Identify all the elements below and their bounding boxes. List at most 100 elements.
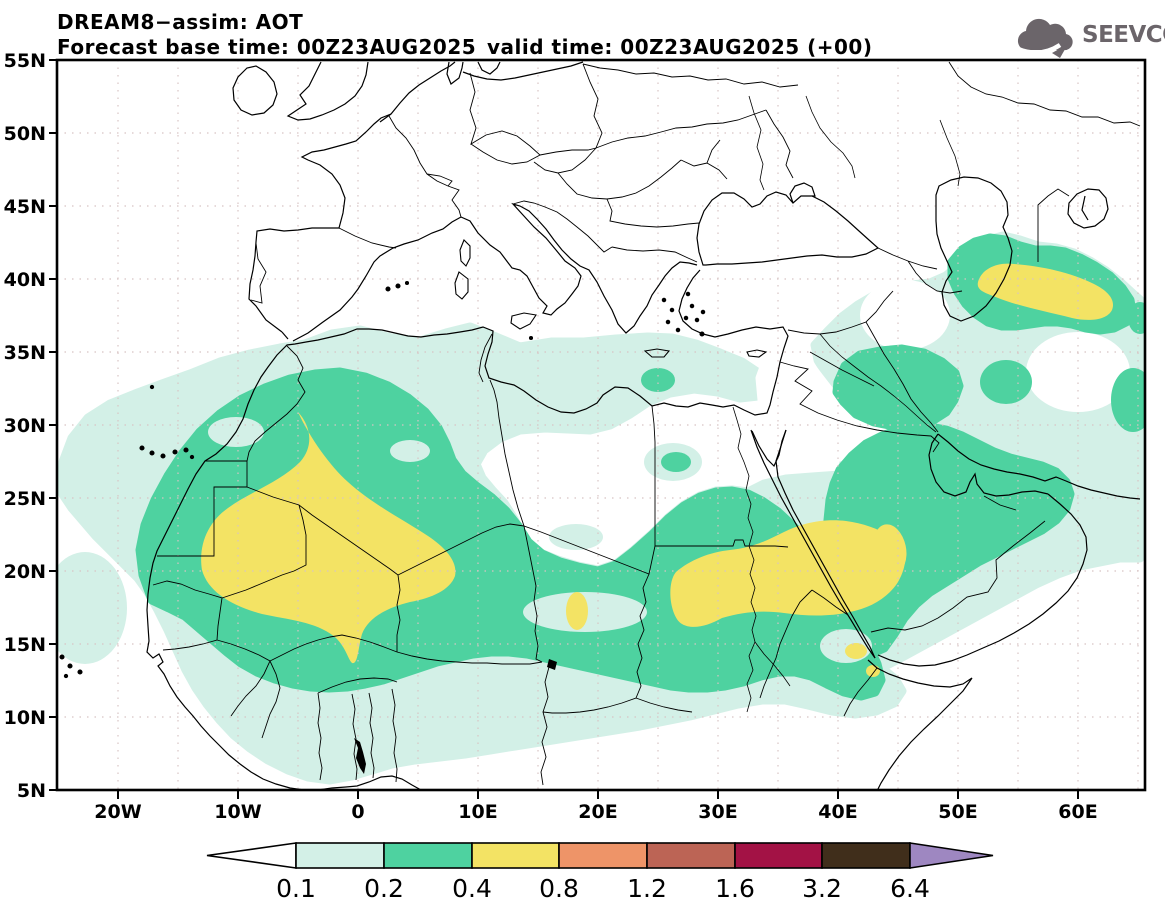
colorbar-label: 3.2 [802,874,842,903]
green-spot-nw-iran [980,360,1032,404]
coastline-britain [286,61,369,121]
lat-tick-label: 30N [4,415,46,437]
coastline-caspian [935,176,1013,322]
colorbar-segment [383,842,473,869]
colorbar-segment [471,842,560,869]
river-don [805,95,856,179]
river-blue-nile [754,641,791,687]
lon-tick-label: 60E [1058,801,1097,823]
lat-tick-label: 20N [4,561,46,583]
country-borders [152,61,1141,786]
lat-tick-label: 45N [4,196,46,218]
lat-tick-label: 35N [4,342,46,364]
coastline-sweden-tip [477,61,501,75]
lat-tick-label: 10N [4,707,46,729]
axis-ticks [49,59,1079,799]
border-path [779,361,940,453]
yellow-region-sudan-saudi [670,520,906,627]
lon-tick-label: 40E [818,801,857,823]
border-path [152,580,223,651]
border-path [759,589,813,699]
border-path [811,589,849,616]
lakes [354,659,557,774]
white-hole-central-iran [1026,332,1130,412]
forecast-base-time: Forecast base time: 00Z23AUG2025 [57,35,477,59]
lon-axis-labels: 20W 10W 0 10E 20E 30E 40E 50E 60E [94,801,1097,823]
white-hole-east-anatolia [860,280,950,350]
border-path [843,667,878,717]
island-dots [59,280,706,679]
lake-chad [547,659,557,670]
green-spot-east-edge-2 [1128,302,1145,334]
page-title: DREAM8−assim: AOT [57,10,304,34]
colorbar-arrow-left [206,842,297,869]
border-path [606,198,700,228]
border-path [765,109,794,179]
lon-tick-label: 30E [698,801,737,823]
border-path [317,677,398,694]
islands [59,239,768,679]
border-path [246,486,525,576]
contour-level-0p4 [201,263,1114,677]
lat-tick-label: 5N [17,780,46,802]
colorbar-labels: 0.1 0.2 0.4 0.8 1.2 1.6 3.2 6.4 [276,874,930,903]
island-sicily [510,312,537,330]
lon-ticks [117,790,1079,799]
coastline-denmark [446,61,464,85]
green-region-syria-iraq [832,344,964,431]
border-path [539,63,603,156]
coastline-aral [1067,188,1109,229]
border-path [221,504,307,599]
yellow-spot-chad [566,592,588,630]
seevccc-logo-text: SEEVCCC [1082,22,1165,48]
coastline-arabia-south [877,493,1088,667]
coastline-azov [789,182,816,204]
lat-tick-label: 15N [4,634,46,656]
coastline-persian-gulf-south [928,433,1049,497]
green-core-central-egypt [661,452,691,472]
coastline-path [146,269,789,790]
border-path [680,139,728,180]
border-path [216,639,271,717]
valid-time: valid time: 00Z23AUG2025 (+00) [487,35,873,59]
island-corsica [459,239,471,267]
lon-tick-label: 50E [938,801,977,823]
lat-tick-label: 55N [4,50,46,72]
river-dnieper [748,95,765,191]
colorbar-segment [646,842,736,869]
yellow-spot-eritrea [845,643,867,659]
cyan-spot-central-algeria [390,440,430,462]
colorbar-label: 6.4 [890,874,930,903]
border-path [261,660,281,739]
coastline-persian-gulf-north [937,433,1141,500]
border-path [351,693,358,781]
border-path [948,61,1141,127]
border-path [317,692,323,781]
border-path [540,666,550,786]
colorbar-label: 0.8 [539,874,579,903]
border-path [426,173,453,187]
lat-tick-label: 25N [4,488,46,510]
island-sardinia [454,271,469,300]
lake-volta [354,738,366,774]
river-euphrates [819,333,937,433]
border-path [338,227,397,249]
colorbar-label: 0.4 [452,874,492,903]
border-path [1037,188,1070,262]
coastline-north-sea [379,61,456,123]
island-crete [643,348,671,358]
border-path [157,460,248,557]
border-path [611,246,698,263]
colorbar-arrow-right [909,842,994,869]
colorbar: 0.1 0.2 0.4 0.8 1.2 1.6 3.2 6.4 [206,842,994,903]
colorbar-label: 0.1 [276,874,316,903]
yellow-region-mali-mauritania [201,412,456,664]
colorbar-segment [734,842,823,869]
lon-tick-label: 20E [578,801,617,823]
border-path [512,200,613,253]
river-nile [732,406,757,713]
border-path [269,634,398,662]
yellow-spot-sw-saudi [873,524,907,574]
